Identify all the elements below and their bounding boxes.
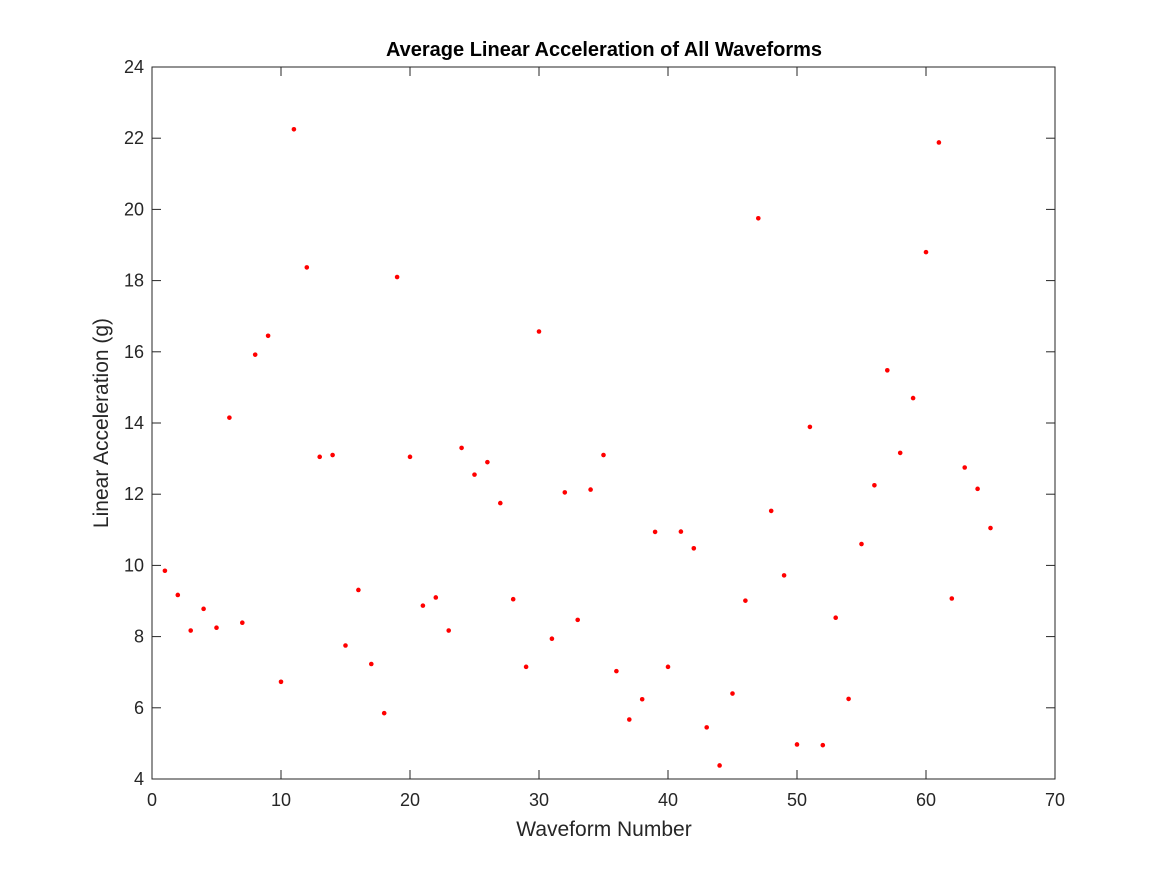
data-point <box>639 696 645 702</box>
data-point <box>768 508 774 514</box>
data-point <box>265 333 271 339</box>
data-point <box>188 628 193 633</box>
plot-area <box>151 66 1056 780</box>
data-point <box>665 664 671 670</box>
data-point <box>381 710 387 716</box>
data-point <box>962 465 967 470</box>
data-point <box>704 725 709 730</box>
data-point <box>498 500 503 506</box>
data-point <box>446 628 452 633</box>
data-point <box>201 606 206 612</box>
chart-title: Average Linear Acceleration of All Wavef… <box>386 39 822 61</box>
data-point <box>846 696 851 702</box>
data-point <box>820 742 826 748</box>
data-point <box>794 742 800 747</box>
y-tick-label: 10 <box>124 555 144 575</box>
data-point <box>536 329 542 334</box>
y-tick-label: 12 <box>124 484 144 504</box>
axis-ticks <box>151 66 1056 780</box>
data-point <box>614 668 619 674</box>
data-point <box>523 664 529 670</box>
data-point <box>717 763 722 768</box>
y-tick-labels: 4 6 8 10 12 14 16 18 20 22 24 <box>124 57 144 789</box>
data-point <box>897 450 903 456</box>
data-point <box>652 529 658 535</box>
x-tick-label: 60 <box>916 790 936 810</box>
data-point <box>743 598 748 603</box>
data-point <box>807 424 813 430</box>
data-point <box>356 587 361 593</box>
y-tick-label: 6 <box>134 698 144 718</box>
data-point <box>691 546 697 551</box>
data-point <box>872 483 877 488</box>
data-point <box>549 636 555 642</box>
data-point <box>407 454 413 460</box>
data-point <box>472 472 477 477</box>
data-point <box>433 595 439 600</box>
x-tick-labels: 0 10 20 30 40 50 60 70 <box>147 790 1065 810</box>
data-point <box>162 568 168 574</box>
data-point <box>278 679 284 685</box>
data-point <box>304 265 310 270</box>
data-point <box>562 490 568 495</box>
data-point <box>240 620 245 626</box>
data-point <box>988 525 993 531</box>
data-point <box>588 487 593 492</box>
data-point <box>317 454 323 460</box>
data-point <box>214 625 219 630</box>
y-tick-label: 8 <box>134 627 144 647</box>
data-point <box>885 368 890 373</box>
data-point <box>330 452 335 458</box>
data-point <box>627 717 632 722</box>
y-tick-label: 20 <box>124 199 144 219</box>
y-tick-label: 22 <box>124 128 144 148</box>
data-point <box>781 573 787 578</box>
x-tick-label: 40 <box>658 790 678 810</box>
y-tick-label: 14 <box>124 413 144 433</box>
y-axis-label: Linear Acceleration (g) <box>90 318 113 528</box>
y-tick-label: 24 <box>124 57 144 77</box>
x-tick-label: 20 <box>400 790 420 810</box>
data-point <box>369 661 374 667</box>
y-tick-label: 16 <box>124 342 144 362</box>
data-point <box>343 643 348 648</box>
data-point <box>227 415 232 420</box>
data-point <box>756 216 761 221</box>
data-point <box>936 140 942 145</box>
data-points <box>162 127 993 768</box>
data-point <box>420 603 426 608</box>
data-point <box>949 596 955 601</box>
y-tick-label: 18 <box>124 271 144 291</box>
data-point <box>859 541 864 547</box>
data-point <box>601 452 606 458</box>
data-point <box>252 352 258 357</box>
data-point <box>730 691 735 696</box>
y-tick-label: 4 <box>134 769 144 789</box>
data-point <box>175 592 181 598</box>
data-point <box>510 596 516 602</box>
x-tick-label: 10 <box>271 790 291 810</box>
data-point <box>975 486 980 492</box>
x-tick-label: 0 <box>147 790 157 810</box>
x-tick-label: 50 <box>787 790 807 810</box>
data-point <box>678 529 684 534</box>
data-point <box>910 395 916 401</box>
x-axis-label: Waveform Number <box>516 818 691 841</box>
data-point <box>485 459 490 465</box>
x-tick-label: 30 <box>529 790 549 810</box>
x-tick-label: 70 <box>1045 790 1065 810</box>
data-point <box>575 617 580 623</box>
data-point <box>923 249 929 255</box>
data-point <box>291 127 297 132</box>
data-point <box>459 445 464 451</box>
data-point <box>833 615 838 621</box>
data-point <box>394 274 400 280</box>
